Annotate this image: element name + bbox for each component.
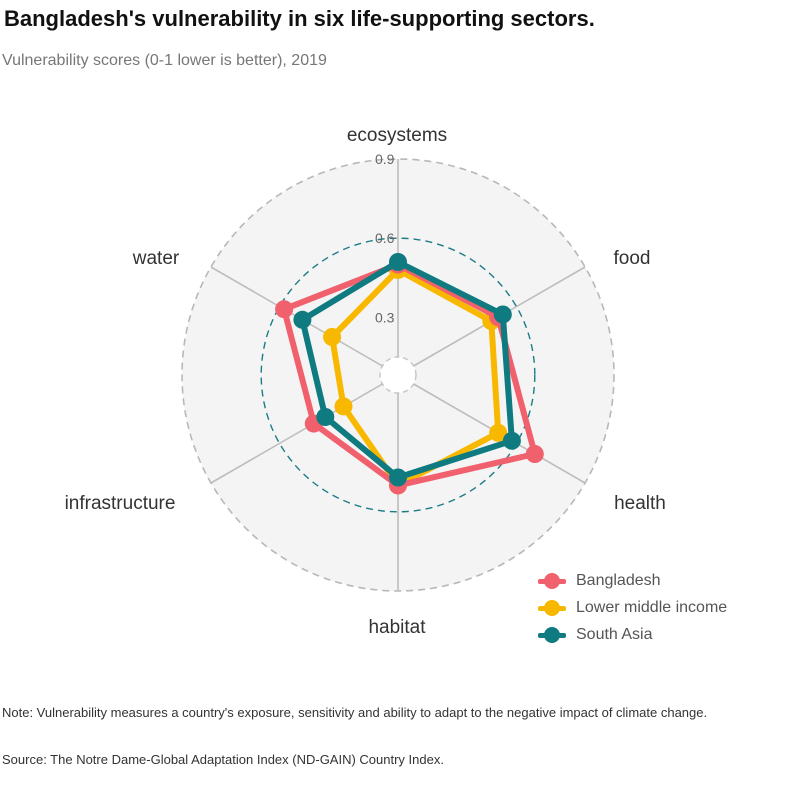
legend-swatch-lower-middle-income — [538, 598, 566, 618]
series-point-south-asia — [502, 431, 521, 450]
axis-labels: ecosystems food health habitat infrastructur… — [65, 125, 666, 638]
chart-legend: Bangladesh Lower middle income South Asi… — [538, 567, 727, 648]
axis-label-infrastructure: infrastructure — [65, 493, 176, 514]
series-point-lower-middle-income — [489, 423, 508, 442]
radar-spoke — [210, 383, 383, 484]
axis-label-water: water — [132, 248, 180, 269]
legend-label: South Asia — [576, 625, 653, 643]
radar-grid — [181, 158, 615, 592]
legend-label: Bangladesh — [576, 571, 661, 589]
radar-series — [275, 253, 544, 495]
legend-item-south-asia: South Asia — [538, 621, 727, 648]
legend-item-bangladesh: Bangladesh — [538, 567, 727, 594]
series-point-south-asia — [389, 468, 407, 487]
series-point-south-asia — [493, 305, 512, 324]
radial-tick-label: 0.6 — [375, 230, 395, 246]
legend-label: Lower middle income — [576, 598, 728, 616]
radial-tick-label: 0.3 — [375, 309, 395, 325]
chart-source: Source: The Notre Dame-Global Adaptation… — [2, 752, 444, 767]
axis-label-health: health — [614, 493, 666, 514]
series-point-south-asia — [316, 408, 335, 426]
legend-swatch-south-asia — [538, 625, 566, 645]
axis-label-habitat: habitat — [368, 617, 426, 638]
series-point-lower-middle-income — [334, 397, 353, 416]
chart-note: Note: Vulnerability measures a country's… — [2, 705, 708, 720]
legend-swatch-bangladesh — [538, 571, 566, 591]
radial-tick-label: 0.9 — [375, 151, 395, 167]
chart-title: Bangladesh's vulnerability in six life-s… — [4, 6, 595, 31]
chart-subtitle: Vulnerability scores (0-1 lower is bette… — [2, 52, 327, 69]
radial-tick-labels: 0.3 0.6 0.9 — [375, 151, 395, 325]
series-point-bangladesh — [275, 300, 294, 319]
radar-reference-ring — [260, 237, 536, 513]
series-south-asia — [293, 253, 521, 487]
series-point-south-asia — [389, 253, 407, 271]
radar-inner-ring — [379, 356, 417, 394]
series-point-bangladesh — [525, 445, 544, 463]
legend-item-lower-middle-income: Lower middle income — [538, 594, 727, 621]
series-point-south-asia — [293, 310, 312, 329]
series-point-lower-middle-income — [323, 328, 342, 346]
axis-label-food: food — [614, 248, 651, 269]
axis-label-ecosystems: ecosystems — [347, 125, 447, 146]
